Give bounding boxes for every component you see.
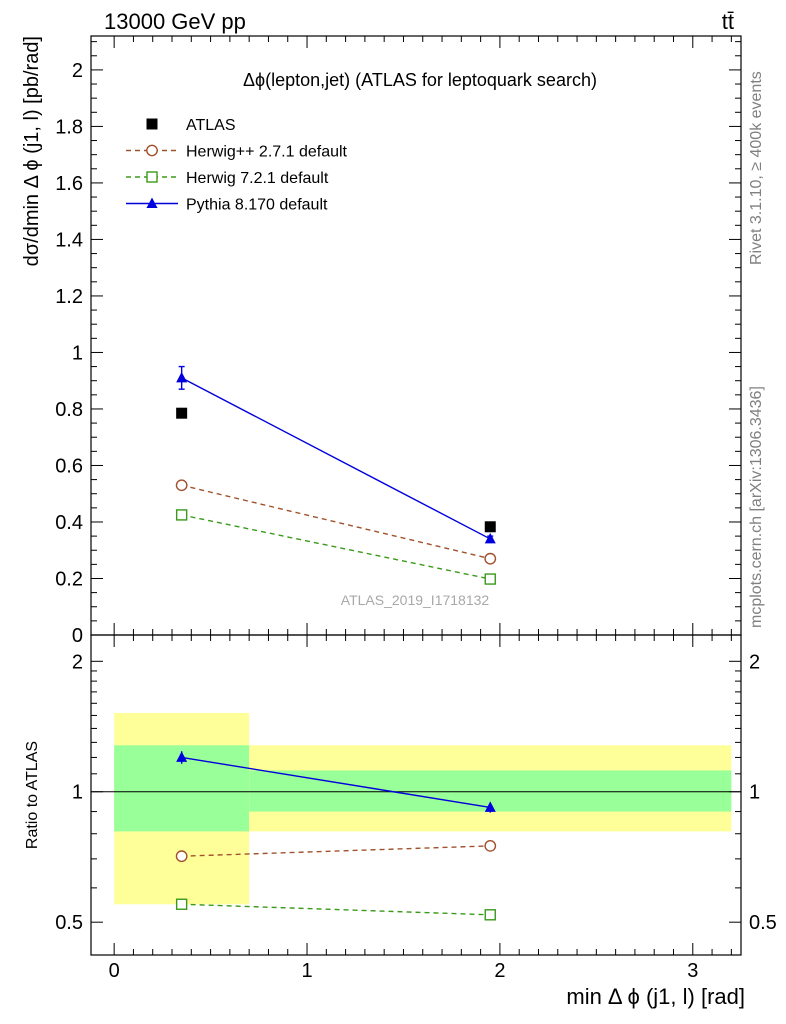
ratio-y-axis-label: Ratio to ATLAS — [24, 741, 41, 849]
ratio-panel: 0.5 0.5 1 1 2 2 0 1 2 3 Ratio to ATLAS min Δ ϕ (j… — [24, 634, 777, 1009]
ratio-point — [176, 751, 188, 762]
legend-entry: Pythia 8.170 default — [126, 197, 328, 214]
ratio-bands — [114, 712, 732, 905]
x-tick-label: 0 — [109, 960, 120, 982]
ratio-point — [484, 801, 496, 812]
legend-marker — [146, 118, 158, 130]
ratio-line — [181, 845, 491, 857]
ratio-point — [175, 898, 188, 910]
legend-label: ATLAS — [186, 117, 236, 134]
legend-marker — [146, 171, 158, 183]
data-point — [484, 521, 496, 533]
main-y-axis-label: dσ/dmin Δ ϕ (j1, l) [pb/rad] — [21, 36, 43, 266]
main-y-tick-label: 0 — [72, 625, 83, 647]
data-point — [484, 573, 496, 585]
main-y-tick-label: 0.4 — [55, 512, 83, 534]
energy-label: 13000 GeV pp — [104, 9, 246, 34]
ratio-y-tick-label-right: 1 — [749, 782, 760, 804]
ratio-point — [175, 850, 188, 863]
legend-label: Herwig 7.2.1 default — [186, 170, 329, 187]
main-title: Δϕ(lepton,jet) (ATLAS for leptoquark sea… — [243, 70, 597, 90]
ratio-axes: 0.5 0.5 1 1 2 2 0 1 2 3 — [55, 635, 777, 982]
series-3 — [176, 365, 496, 544]
main-y-tick-label: 0.8 — [55, 399, 83, 421]
legend-marker — [146, 197, 158, 208]
ratio-y-tick-label: 1 — [72, 782, 83, 804]
main-y-tick-label: 1.6 — [55, 173, 83, 195]
main-y-tick-label: 0.2 — [55, 568, 83, 590]
legend-marker — [146, 144, 158, 157]
ratio-y-tick-label-right: 0.5 — [749, 912, 777, 934]
main-series — [175, 365, 497, 585]
series-2 — [175, 509, 496, 585]
series-0 — [176, 407, 496, 533]
legend-entry: Herwig 7.2.1 default — [126, 170, 329, 187]
data-point — [175, 479, 188, 492]
main-y-tick-label: 1.8 — [55, 116, 83, 138]
legend-entry: Herwig++ 2.7.1 default — [126, 144, 348, 161]
data-point — [176, 371, 188, 383]
main-panel: 0 0.2 0.4 0.6 0.8 1 1.2 1.4 1.6 1.8 2 Δϕ(lepton,je… — [21, 35, 742, 647]
data-point — [484, 552, 497, 565]
main-y-tick-label: 2 — [72, 60, 83, 82]
x-tick-label: 2 — [494, 960, 505, 982]
data-point — [175, 509, 188, 521]
series-line — [181, 377, 491, 540]
ratio-series-0 — [175, 839, 497, 863]
main-y-tick-label: 1 — [72, 342, 83, 364]
ratio-point — [484, 839, 497, 852]
series-line — [181, 514, 491, 580]
main-y-axis: 0 0.2 0.4 0.6 0.8 1 1.2 1.4 1.6 1.8 2 — [55, 36, 741, 647]
ratio-line — [181, 903, 491, 916]
process-label: tt̄ — [722, 9, 734, 34]
ratio-y-tick-label-right: 2 — [749, 651, 760, 673]
rivet-label: Rivet 3.1.10, ≥ 400k events — [748, 71, 765, 265]
main-y-tick-label: 0.6 — [55, 455, 83, 477]
legend: ATLAS Herwig++ 2.7.1 default Herwig 7.2.1 … — [126, 117, 348, 214]
ratio-frame — [90, 634, 742, 956]
ratio-y-tick-label: 2 — [72, 651, 83, 673]
x-tick-label: 3 — [687, 960, 698, 982]
analysis-watermark: ATLAS_2019_I1718132 — [341, 592, 490, 608]
ratio-series — [175, 751, 497, 921]
mcplots-label: mcplots.cern.ch [arXiv:1306.3436] — [748, 386, 765, 628]
series-line — [181, 484, 491, 560]
x-tick-label: 1 — [301, 960, 312, 982]
legend-label: Herwig++ 2.7.1 default — [186, 144, 348, 161]
data-point — [176, 407, 188, 419]
legend-label: Pythia 8.170 default — [186, 197, 328, 214]
ratio-series-2 — [176, 751, 496, 813]
series-1 — [175, 479, 497, 565]
ratio-series-1 — [175, 898, 496, 921]
ratio-line — [181, 756, 491, 809]
ratio-point — [484, 909, 496, 921]
main-y-tick-label: 1.4 — [55, 229, 83, 251]
x-axis-label: min Δ ϕ (j1, l) [rad] — [566, 984, 745, 1009]
ratio-y-tick-label: 0.5 — [55, 912, 83, 934]
legend-entry: ATLAS — [146, 117, 236, 134]
data-point — [484, 532, 496, 544]
main-y-tick-label: 1.2 — [55, 286, 83, 308]
